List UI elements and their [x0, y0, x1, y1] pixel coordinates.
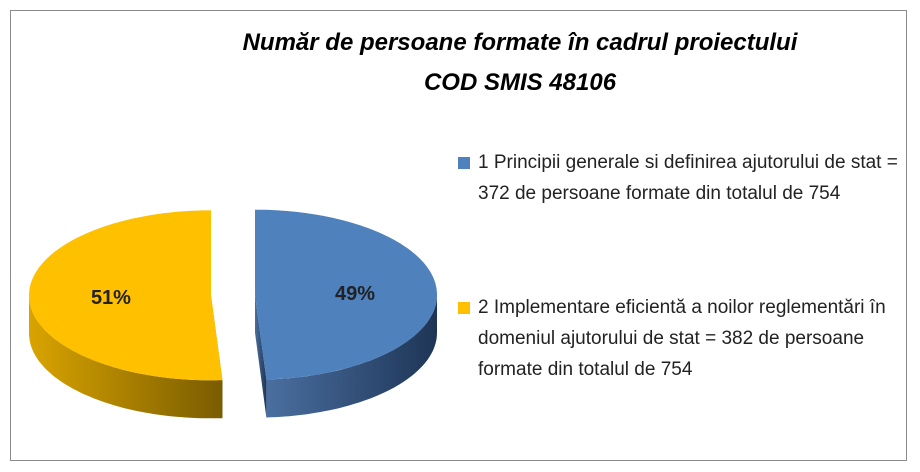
chart-title: COD SMIS 48106: [424, 69, 617, 96]
data-label: 51%: [91, 287, 131, 309]
slice: [255, 209, 437, 380]
slice-side: [266, 294, 437, 418]
data-label: 49%: [335, 283, 375, 305]
slice-side: [29, 295, 223, 419]
legend-swatch: [458, 157, 470, 169]
slice: [29, 210, 223, 381]
slice-wall: [255, 294, 267, 418]
chart-title: Număr de persoane formate în cadrul proi…: [243, 29, 799, 56]
legend-label: 2 Implementare eficientă a noilor reglem…: [478, 297, 886, 380]
legend-label: 1 Principii generale si definirea ajutor…: [478, 152, 898, 204]
chart-frame: [10, 10, 907, 461]
legend-swatch: [458, 302, 470, 314]
